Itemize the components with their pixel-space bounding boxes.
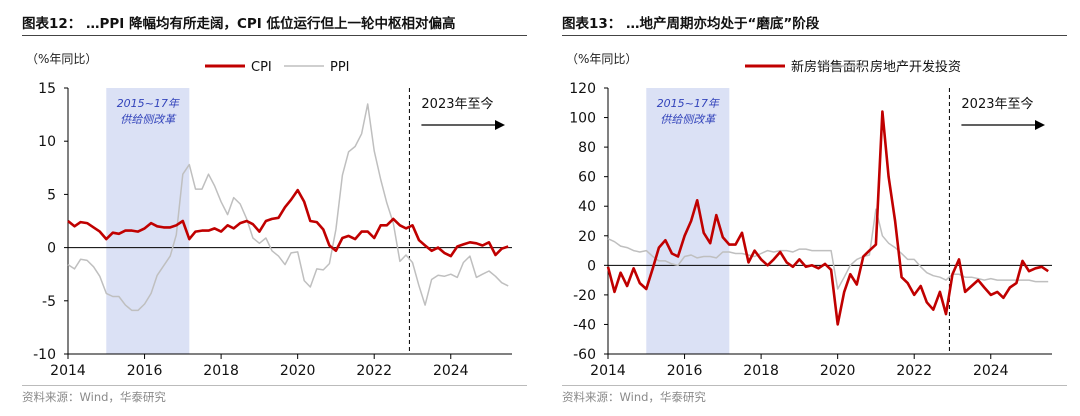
y-tick-label: 60 [578, 170, 596, 186]
series-line-1 [607, 208, 1049, 290]
source-divider [562, 385, 1067, 386]
series-line-1 [67, 103, 509, 312]
annotation-arrow-head [495, 120, 505, 130]
y-tick-label: -10 [33, 347, 56, 363]
x-tick-label: 2016 [667, 363, 703, 379]
source-note: 资料来源：Wind，华泰研究 [22, 390, 166, 404]
y-tick-label: -5 [42, 294, 56, 310]
legend-label: CPI [251, 60, 272, 75]
y-tick-label: 15 [38, 81, 56, 97]
figure-title: 图表13： …地产周期亦均处于“磨底”阶段 [562, 16, 820, 32]
x-tick-label: 2018 [203, 363, 239, 379]
y-tick-label: 10 [38, 134, 56, 150]
annotation-label: 2023年至今 [961, 96, 1033, 112]
shaded-region-label: 2015~17年 [657, 97, 720, 110]
title-divider [562, 35, 1067, 36]
x-tick-label: 2024 [433, 363, 469, 379]
y-tick-label: 80 [578, 140, 596, 156]
y-tick-label: 40 [578, 199, 596, 215]
source-note: 资料来源：Wind，华泰研究 [562, 390, 706, 404]
x-tick-label: 2020 [820, 363, 856, 379]
y-tick-label: 100 [569, 111, 596, 127]
title-divider [22, 35, 527, 36]
shaded-region-label: 2015~17年 [117, 97, 180, 110]
y-tick-label: 20 [578, 229, 596, 245]
x-tick-label: 2020 [280, 363, 316, 379]
chart-panel-right: 图表13： …地产周期亦均处于“磨底”阶段 2015~17年 供给侧改革 -60 -4… [540, 0, 1080, 416]
x-tick-label: 2014 [590, 363, 626, 379]
x-tick-label: 2022 [896, 363, 932, 379]
chart-panel-left: 图表12： …PPI 降幅均有所走阔，CPI 低位运行但上一轮中枢相对偏高 20… [22, 16, 527, 404]
x-tick-label: 2014 [50, 363, 86, 379]
x-tick-label: 2016 [127, 363, 163, 379]
y-unit-label: （%年同比） [26, 52, 97, 66]
series-line-0 [606, 110, 1049, 326]
legend-label: PPI [330, 60, 350, 75]
annotation-label: 2023年至今 [421, 96, 493, 112]
source-divider [22, 385, 527, 386]
y-tick-label: 0 [47, 241, 56, 257]
x-tick-label: 2022 [356, 363, 392, 379]
x-tick-label: 2018 [743, 363, 779, 379]
y-tick-label: 5 [47, 187, 56, 203]
shaded-region-label: 供给侧改革 [660, 113, 717, 126]
shaded-region-label: 供给侧改革 [120, 113, 177, 126]
shaded-region [106, 88, 190, 354]
x-tick-label: 2024 [973, 363, 1009, 379]
figure-title: 图表12： …PPI 降幅均有所走阔，CPI 低位运行但上一轮中枢相对偏高 [22, 16, 456, 32]
y-tick-label: -20 [573, 288, 596, 304]
legend-label: 新房销售面积 [791, 59, 869, 75]
y-unit-label: （%年同比） [566, 52, 637, 66]
y-tick-label: -40 [573, 317, 596, 333]
series-line-0 [67, 188, 509, 258]
y-tick-label: -60 [573, 347, 596, 363]
y-tick-label: 120 [569, 81, 596, 97]
legend-label: 房地产开发投资 [870, 59, 961, 75]
annotation-arrow-head [1035, 120, 1045, 130]
y-tick-label: 0 [587, 258, 596, 274]
